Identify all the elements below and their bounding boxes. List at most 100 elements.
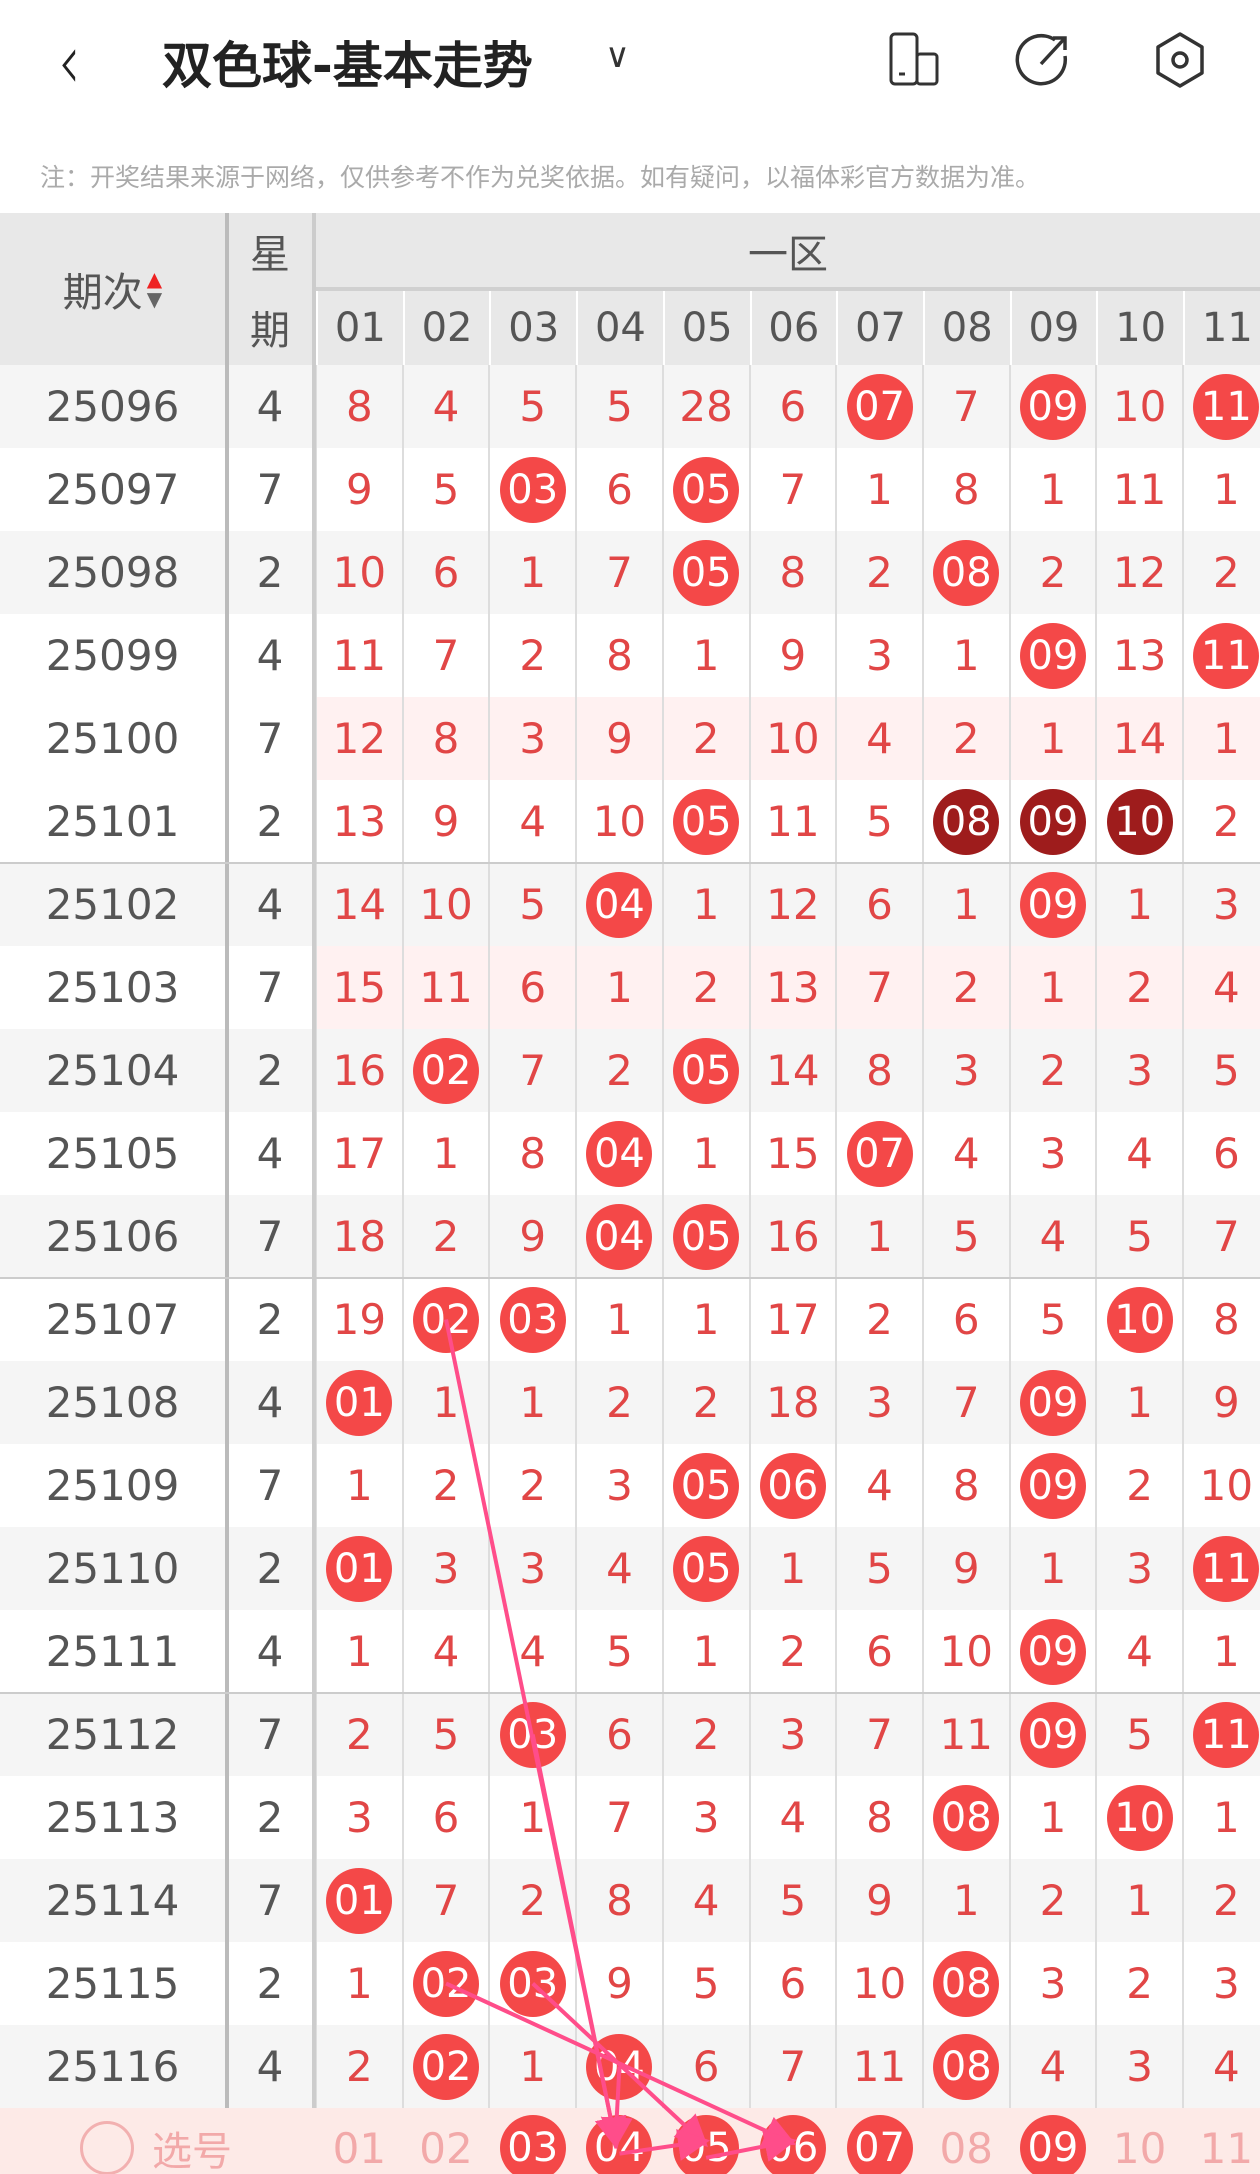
omission-cell: 6 — [923, 1278, 1010, 1361]
omission-count: 7 — [606, 548, 633, 597]
omission-count: 10 — [766, 714, 820, 763]
omission-cell: 3 — [836, 1361, 923, 1444]
omission-count: 9 — [866, 1876, 893, 1925]
omission-cell: 6 — [1183, 1112, 1260, 1195]
omission-cell: 1 — [316, 1444, 403, 1527]
settings-icon[interactable] — [1150, 30, 1210, 90]
week-cell: 2 — [256, 548, 284, 597]
omission-count: 9 — [952, 1544, 980, 1593]
unselected-number: 11 — [1199, 2123, 1254, 2173]
chevron-down-icon[interactable]: ∨ — [605, 36, 630, 76]
omission-cell: 5 — [1183, 1029, 1260, 1112]
omission-cell: 8 — [836, 1029, 923, 1112]
omission-count: 1 — [692, 880, 720, 929]
omission-count: 7 — [1212, 1212, 1240, 1261]
omission-count: 12 — [1112, 548, 1167, 597]
omission-count: 6 — [606, 1710, 633, 1759]
number-header: 08 — [922, 291, 1010, 365]
omission-cell: 2 — [663, 1693, 750, 1776]
omission-count: 17 — [766, 1295, 820, 1344]
omission-cell: 4 — [923, 1112, 1010, 1195]
omission-count: 12 — [332, 714, 387, 763]
grid-line — [748, 365, 751, 2174]
omission-count: 9 — [345, 465, 373, 514]
omission-cell: 13 — [316, 780, 403, 863]
number-header: 02 — [402, 291, 490, 365]
ball-number: 04 — [586, 2033, 653, 2100]
drawn-ball: 06 — [750, 1444, 837, 1527]
omission-count: 2 — [692, 1710, 720, 1759]
omission-cell: 7 — [1183, 1195, 1260, 1278]
omission-count: 13 — [766, 963, 820, 1012]
omission-count: 6 — [866, 880, 893, 929]
select-number-5[interactable]: 06 — [750, 2108, 837, 2174]
omission-cell: 2 — [663, 946, 750, 1029]
period-cell: 25106 — [45, 1212, 180, 1261]
drawn-ball: 09 — [1010, 1444, 1097, 1527]
ball-number: 03 — [499, 456, 566, 523]
select-number-7[interactable]: 08 — [923, 2108, 1010, 2174]
select-number-9[interactable]: 10 — [1096, 2108, 1183, 2174]
omission-cell: 3 — [1183, 1942, 1260, 2025]
back-button[interactable]: ‹ — [58, 17, 81, 108]
unselected-number: 08 — [939, 2123, 993, 2173]
number-header: 09 — [1009, 291, 1097, 365]
selected-ball: 05 — [673, 2115, 740, 2174]
period-cell: 25097 — [45, 465, 180, 514]
sort-period-header[interactable]: 期次 ▲ ▼ — [0, 213, 225, 365]
omission-count: 14 — [1112, 714, 1167, 763]
omission-count: 7 — [432, 1876, 460, 1925]
omission-count: 14 — [332, 880, 387, 929]
omission-count: 4 — [779, 1793, 807, 1842]
omission-cell: 1 — [576, 1278, 663, 1361]
omission-count: 1 — [692, 1627, 720, 1676]
drawn-ball: 02 — [403, 1942, 490, 2025]
table-row: 25106 7 18 2 9 04 05 16 1 5 4 5 7 — [0, 1195, 1260, 1278]
omission-count: 9 — [519, 1212, 547, 1261]
select-number-8[interactable]: 09 — [1010, 2108, 1097, 2174]
omission-count: 2 — [779, 1627, 807, 1676]
omission-count: 3 — [866, 631, 893, 680]
select-number-4[interactable]: 05 — [663, 2108, 750, 2174]
select-number-0[interactable]: 01 — [316, 2108, 403, 2174]
omission-cell: 9 — [489, 1195, 576, 1278]
omission-count: 3 — [519, 714, 547, 763]
ball-number: 09 — [1019, 1452, 1086, 1519]
period-cell: 25098 — [45, 548, 180, 597]
omission-cell: 9 — [923, 1527, 1010, 1610]
omission-cell: 13 — [750, 946, 837, 1029]
select-number-2[interactable]: 03 — [489, 2108, 576, 2174]
select-numbers-button[interactable]: 选号 — [0, 2108, 312, 2174]
table-row: 25114 7 01 7 2 8 4 5 9 1 2 1 2 — [0, 1859, 1260, 1942]
device-icon[interactable] — [885, 30, 945, 90]
omission-cell: 1 — [489, 1776, 576, 1859]
omission-cell: 6 — [403, 531, 490, 614]
week-header-1: 星 — [250, 232, 290, 278]
page-title[interactable]: 双色球-基本走势 — [162, 37, 533, 95]
omission-count: 5 — [779, 1876, 807, 1925]
selected-ball: 04 — [586, 2115, 653, 2174]
ball-number: 04 — [586, 1120, 653, 1187]
select-number-3[interactable]: 04 — [576, 2108, 663, 2174]
omission-cell: 6 — [836, 1610, 923, 1693]
omission-cell: 8 — [750, 531, 837, 614]
omission-cell: 16 — [750, 1195, 837, 1278]
omission-cell: 2 — [1183, 1859, 1260, 1942]
omission-cell: 8 — [1183, 1278, 1260, 1361]
drawn-ball: 09 — [1010, 1693, 1097, 1776]
selected-ball: 07 — [846, 2115, 913, 2174]
select-number-6[interactable]: 07 — [836, 2108, 923, 2174]
omission-cell: 1 — [403, 1112, 490, 1195]
select-number-1[interactable]: 02 — [403, 2108, 490, 2174]
drawn-ball: 10 — [1096, 1776, 1183, 1859]
ball-number: 07 — [846, 373, 913, 440]
unselected-number: 10 — [1112, 2123, 1167, 2173]
select-number-10[interactable]: 11 — [1183, 2108, 1260, 2174]
share-icon[interactable] — [1015, 30, 1075, 90]
omission-cell: 2 — [576, 1361, 663, 1444]
omission-count: 13 — [332, 797, 387, 846]
omission-count: 2 — [692, 963, 720, 1012]
omission-cell: 6 — [576, 448, 663, 531]
omission-cell: 2 — [750, 1610, 837, 1693]
week-cell: 2 — [256, 797, 284, 846]
